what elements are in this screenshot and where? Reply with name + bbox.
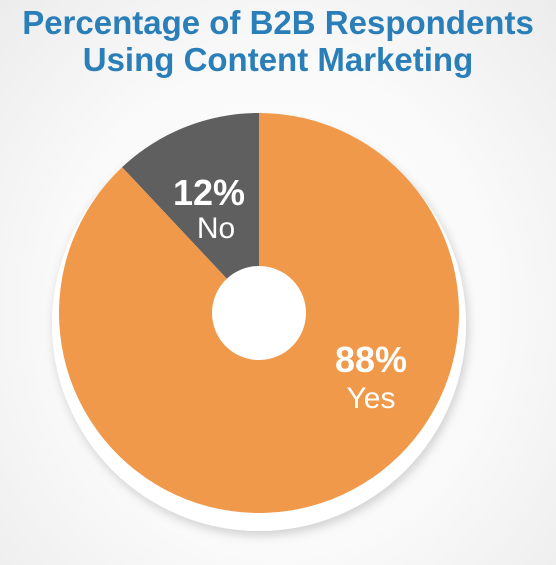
pie-slice-no bbox=[122, 113, 259, 313]
slice-percent-yes: 88% bbox=[335, 339, 407, 380]
chart-title: Percentage of B2B Respondents Using Cont… bbox=[0, 4, 556, 78]
slice-label-no: No bbox=[197, 212, 235, 245]
pie-labels: 12%No 88%Yes bbox=[173, 172, 407, 415]
chart-title-line-1: Percentage of B2B Respondents bbox=[22, 4, 534, 41]
slice-percent-no: 12% bbox=[173, 172, 245, 213]
chart-title-line-2: Using Content Marketing bbox=[82, 41, 474, 78]
pie-center-hole bbox=[212, 266, 306, 360]
slice-label-yes: Yes bbox=[347, 382, 396, 415]
